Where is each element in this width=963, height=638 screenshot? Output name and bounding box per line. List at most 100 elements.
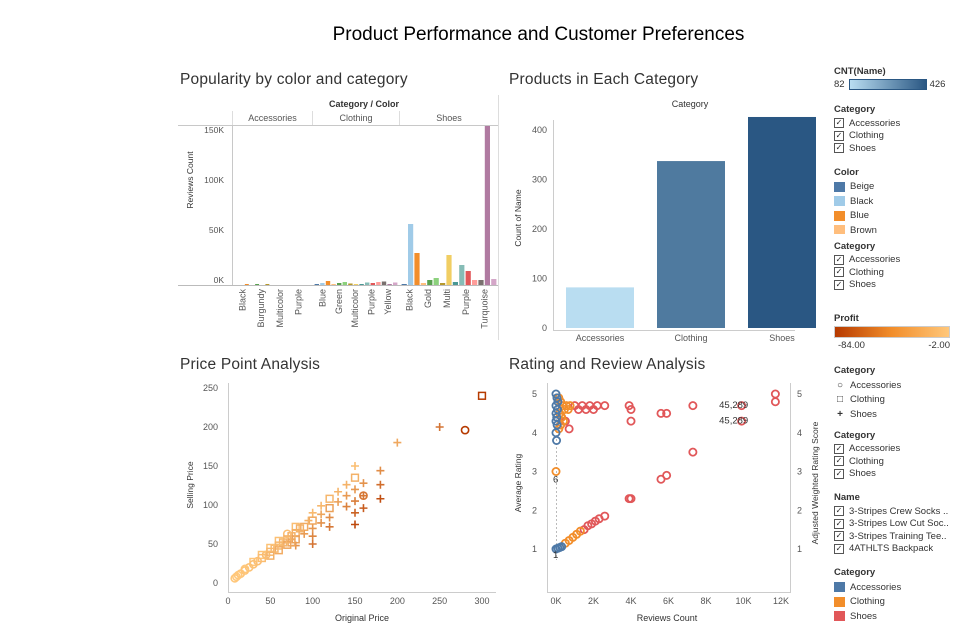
price-point[interactable] — [274, 546, 283, 555]
rating-point[interactable] — [565, 401, 575, 411]
color-legend-item[interactable]: Brown — [834, 223, 960, 234]
price-point[interactable] — [300, 529, 309, 538]
popularity-bar[interactable] — [255, 284, 260, 285]
rating-point[interactable] — [557, 542, 567, 552]
popularity-bar[interactable] — [325, 281, 331, 285]
price-point[interactable] — [334, 487, 343, 496]
popularity-bar[interactable] — [478, 280, 484, 285]
price-point[interactable] — [325, 503, 334, 513]
popularity-bar[interactable] — [331, 284, 336, 285]
popularity-bar[interactable] — [446, 255, 452, 285]
checkbox-icon[interactable]: ✓ — [834, 531, 844, 542]
price-point[interactable] — [351, 520, 359, 529]
checkbox-icon[interactable]: ✓ — [834, 506, 844, 517]
price-point[interactable] — [477, 391, 487, 400]
popularity-bar[interactable] — [359, 284, 364, 285]
category-color-legend-item[interactable]: Clothing — [834, 595, 960, 610]
popularity-bar[interactable] — [314, 284, 319, 285]
popularity-bar[interactable] — [484, 126, 490, 285]
checkbox-icon[interactable]: ✓ — [834, 143, 844, 154]
products-bar[interactable] — [748, 116, 816, 329]
category-shape-item[interactable]: □ Clothing — [834, 393, 960, 408]
price-point[interactable] — [351, 508, 359, 517]
rating-point[interactable] — [737, 401, 747, 411]
price-point[interactable] — [334, 497, 343, 506]
rating-point[interactable] — [662, 470, 672, 480]
price-point[interactable] — [317, 510, 326, 519]
price-point[interactable] — [295, 524, 305, 533]
rating-point[interactable] — [770, 389, 780, 399]
price-point[interactable] — [308, 532, 317, 541]
rating-point[interactable] — [551, 416, 561, 426]
price-point[interactable] — [342, 502, 351, 511]
price-point[interactable] — [304, 516, 313, 525]
checkbox-icon[interactable]: ✓ — [834, 518, 844, 529]
popularity-bar[interactable] — [370, 283, 375, 285]
popularity-bar[interactable] — [337, 283, 342, 285]
popularity-bar[interactable] — [376, 282, 381, 285]
checkbox-icon[interactable]: ✓ — [834, 443, 844, 454]
price-point[interactable] — [350, 473, 360, 482]
popularity-bar[interactable] — [320, 283, 325, 285]
category-filter-1-option[interactable]: ✓ Shoes — [834, 142, 960, 155]
color-legend-list[interactable]: Beige Black Blue Brown — [834, 180, 960, 234]
popularity-bar[interactable] — [348, 283, 353, 286]
rating-point[interactable] — [551, 389, 561, 399]
category-filter-3-option[interactable]: ✓ Accessories — [834, 443, 960, 456]
rating-point[interactable] — [600, 401, 610, 411]
checkbox-icon[interactable]: ✓ — [834, 543, 844, 554]
name-filter-option[interactable]: ✓ 4ATHLTS Backpack — [834, 543, 960, 556]
popularity-bar[interactable] — [452, 282, 458, 285]
category-filter-1-option[interactable]: ✓ Clothing — [834, 130, 960, 143]
checkbox-icon[interactable]: ✓ — [834, 267, 844, 278]
category-filter-2-option[interactable]: ✓ Clothing — [834, 266, 960, 279]
category-filter-3-option[interactable]: ✓ Clothing — [834, 455, 960, 468]
price-point[interactable] — [232, 572, 241, 582]
category-filter-3-option[interactable]: ✓ Shoes — [834, 468, 960, 481]
price-point[interactable] — [342, 491, 351, 500]
popularity-bar[interactable] — [387, 284, 392, 285]
popularity-bar[interactable] — [491, 279, 497, 285]
price-point[interactable] — [283, 540, 292, 549]
category-filter-2-option[interactable]: ✓ Shoes — [834, 279, 960, 292]
price-point[interactable] — [266, 551, 275, 560]
checkbox-icon[interactable]: ✓ — [834, 279, 844, 290]
category-shape-item[interactable]: ○ Accessories — [834, 378, 960, 393]
checkbox-icon[interactable]: ✓ — [834, 118, 844, 129]
rating-point[interactable] — [737, 416, 747, 426]
price-point[interactable] — [359, 504, 368, 513]
price-point[interactable] — [359, 479, 368, 488]
popularity-bar[interactable] — [408, 224, 414, 285]
price-point[interactable] — [359, 491, 368, 501]
products-bar[interactable] — [566, 287, 634, 328]
name-filter-option[interactable]: ✓ 3-Stripes Crew Socks .. — [834, 505, 960, 518]
checkbox-icon[interactable]: ✓ — [834, 254, 844, 265]
popularity-bar[interactable] — [440, 283, 446, 285]
price-point[interactable] — [460, 425, 470, 435]
price-point[interactable] — [308, 524, 317, 533]
rating-point[interactable] — [688, 401, 698, 411]
color-legend-item[interactable]: Black — [834, 194, 960, 209]
popularity-bar[interactable] — [265, 284, 270, 285]
price-point[interactable] — [282, 529, 292, 539]
rating-point[interactable] — [551, 466, 561, 476]
category-color-legend-item[interactable]: Accessories — [834, 580, 960, 595]
category-shape-item[interactable]: + Shoes — [834, 407, 960, 422]
color-legend-item[interactable]: Blue — [834, 209, 960, 224]
price-point[interactable] — [351, 497, 359, 506]
price-point[interactable] — [393, 438, 402, 447]
price-point[interactable] — [274, 536, 283, 546]
rating-point[interactable] — [662, 408, 672, 418]
category-filter-2-option[interactable]: ✓ Accessories — [834, 254, 960, 267]
price-point[interactable] — [342, 480, 351, 489]
price-point[interactable] — [359, 491, 368, 500]
popularity-bar[interactable] — [433, 278, 439, 285]
name-filter-option[interactable]: ✓ 3-Stripes Training Tee.. — [834, 530, 960, 543]
popularity-bar[interactable] — [427, 280, 433, 285]
name-filter-option[interactable]: ✓ 3-Stripes Low Cut Soc.. — [834, 518, 960, 531]
category-color-legend-item[interactable]: Shoes — [834, 609, 960, 624]
price-point[interactable] — [308, 540, 317, 548]
price-point[interactable] — [376, 466, 385, 475]
price-point[interactable] — [435, 423, 444, 431]
popularity-bar[interactable] — [353, 284, 359, 285]
